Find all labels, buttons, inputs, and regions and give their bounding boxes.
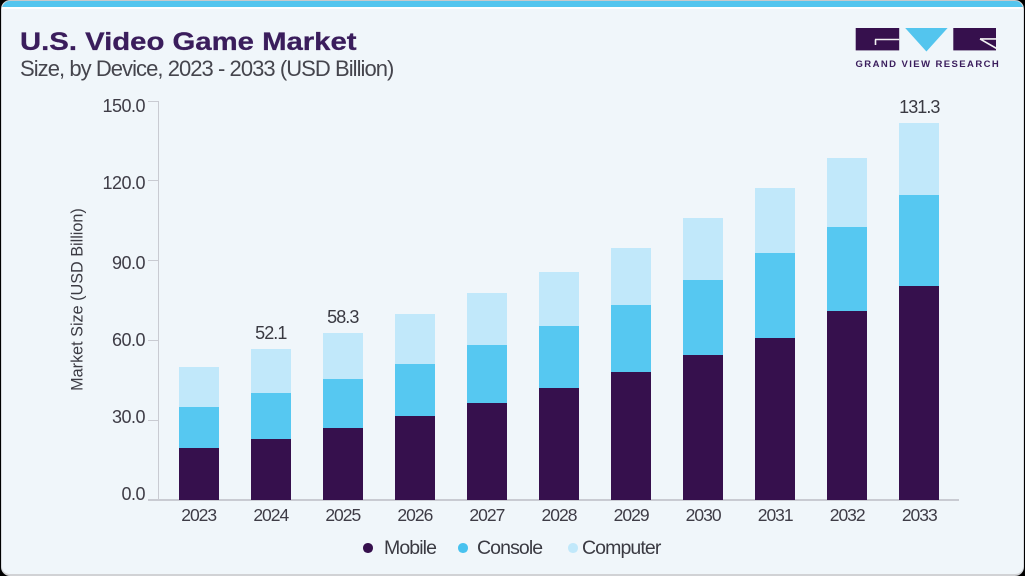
svg-text:GRAND VIEW RESEARCH: GRAND VIEW RESEARCH <box>856 59 1001 70</box>
